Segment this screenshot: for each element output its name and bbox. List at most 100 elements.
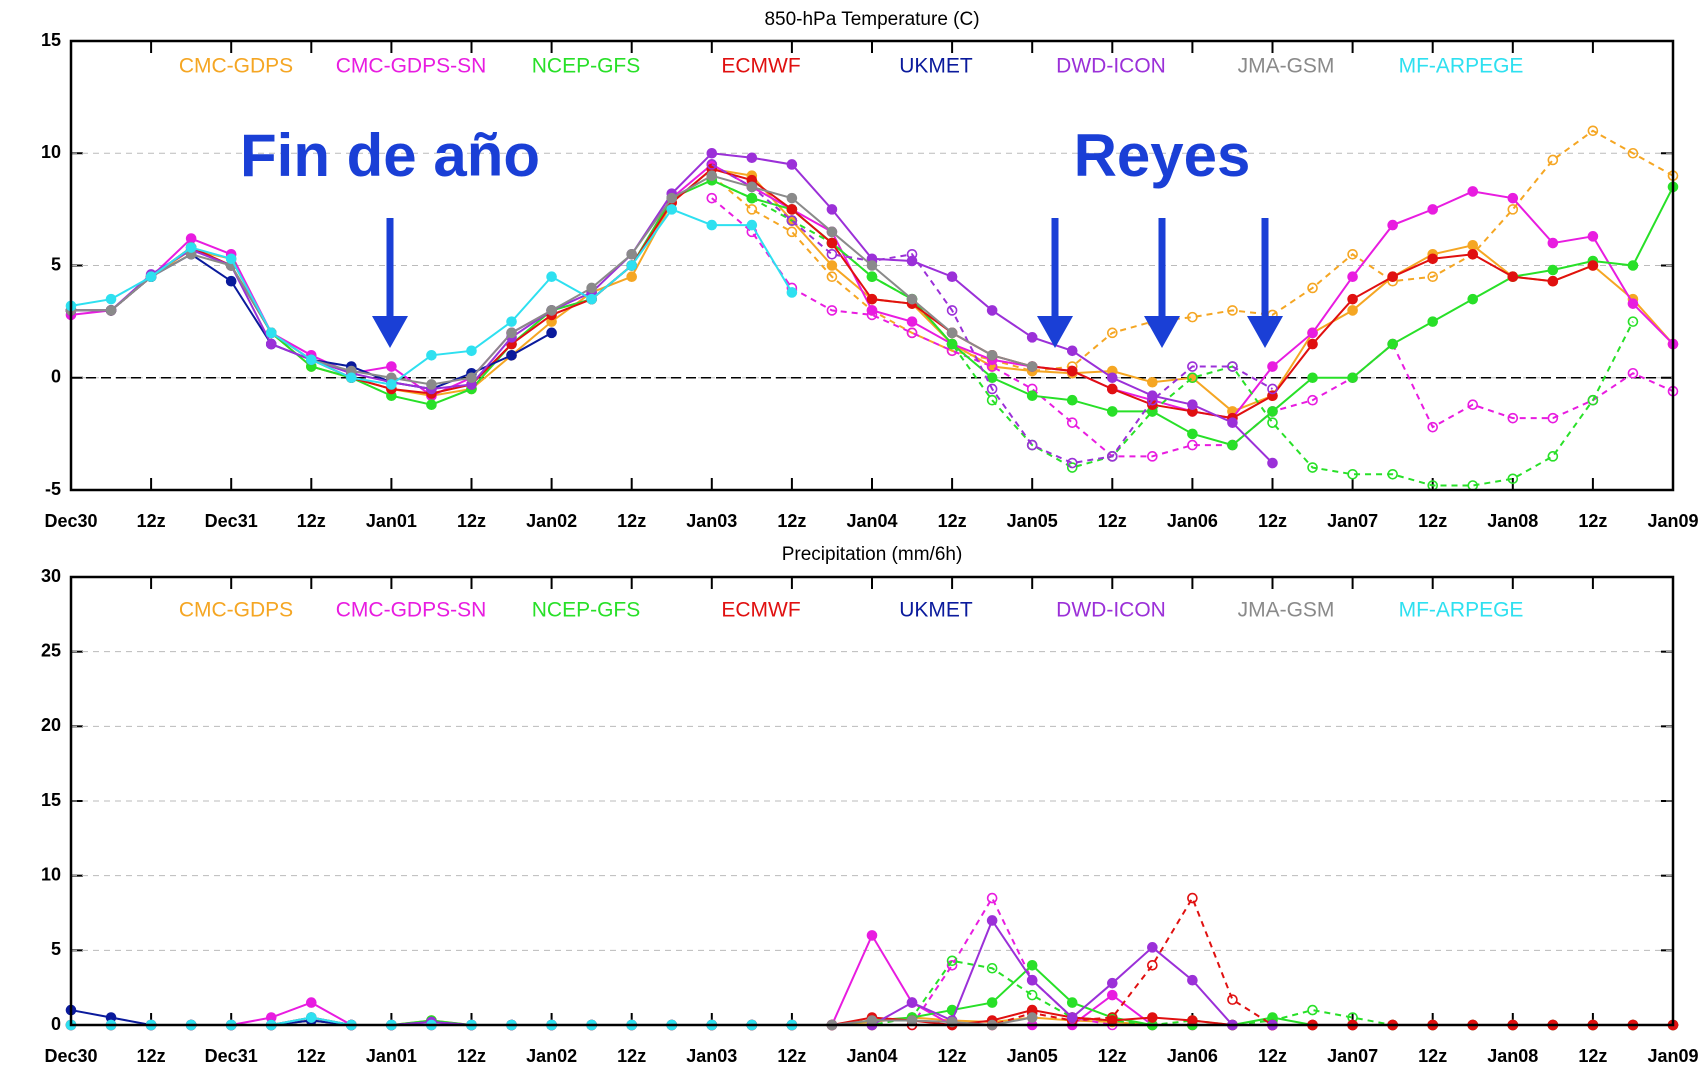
open-marker: [986, 962, 998, 974]
open-marker: [826, 271, 838, 283]
open-marker: [986, 383, 998, 395]
open-marker: [826, 305, 838, 316]
open-marker: [706, 159, 718, 170]
marker: [1587, 231, 1599, 242]
open-marker: [1347, 468, 1358, 480]
x-tick-label: Jan06: [1167, 511, 1218, 531]
arrow-head: [1144, 316, 1180, 348]
marker: [1387, 271, 1398, 283]
open-marker: [946, 955, 958, 967]
marker: [626, 260, 638, 271]
marker: [1107, 977, 1118, 989]
plot-frame: [69, 575, 1675, 1027]
chart-title: Precipitation (mm/6h): [782, 544, 963, 565]
open-marker: [866, 271, 878, 283]
plot-frame: [69, 39, 1675, 492]
marker: [506, 327, 517, 339]
marker: [1026, 1012, 1038, 1023]
open-marker: [1587, 394, 1599, 406]
x-tick-label: Jan07: [1327, 1046, 1378, 1066]
marker: [1187, 974, 1198, 986]
y-tick-label: -5: [45, 479, 61, 499]
open-marker: [1187, 892, 1198, 904]
marker: [1066, 1012, 1078, 1023]
open-marker: [1507, 412, 1519, 424]
dashed-line: [711, 163, 1273, 465]
marker: [386, 379, 397, 390]
marker: [506, 316, 517, 327]
open-marker: [1066, 457, 1078, 469]
marker: [586, 282, 597, 294]
marker: [1507, 192, 1519, 204]
x-tick-label: Jan09: [1647, 511, 1698, 531]
open-marker: [946, 338, 958, 350]
marker: [1347, 293, 1358, 305]
y-tick-label: 0: [51, 1014, 61, 1034]
x-tick-label: 12z: [137, 1046, 166, 1066]
marker: [1227, 439, 1238, 451]
marker: [265, 338, 277, 350]
marker: [1147, 1012, 1158, 1023]
marker: [426, 399, 437, 410]
x-tick-label: Jan02: [526, 511, 577, 531]
y-tick-label: 5: [51, 939, 61, 959]
marker: [1066, 365, 1078, 377]
arrow-head: [1037, 316, 1073, 348]
marker: [986, 305, 998, 316]
marker: [786, 287, 798, 298]
marker: [986, 372, 998, 384]
marker: [1307, 372, 1318, 384]
open-marker: [1427, 421, 1438, 433]
marker: [706, 147, 718, 159]
x-tick-label: 12z: [777, 511, 806, 531]
open-marker: [946, 959, 958, 971]
open-marker: [746, 192, 758, 204]
x-tick-label: Jan04: [846, 511, 897, 531]
marker: [386, 361, 397, 372]
marker: [1387, 219, 1398, 231]
marker: [1187, 399, 1198, 410]
marker: [986, 997, 998, 1008]
marker: [986, 915, 998, 926]
marker: [746, 181, 758, 193]
open-marker: [1107, 451, 1118, 462]
marker: [1427, 204, 1438, 215]
marker: [626, 248, 638, 260]
open-marker: [1627, 147, 1639, 159]
open-marker: [1587, 125, 1599, 137]
open-marker: [906, 248, 918, 260]
y-tick-label: 15: [41, 30, 61, 50]
x-tick-label: Dec30: [44, 511, 97, 531]
open-marker: [1427, 271, 1438, 283]
marker: [866, 293, 878, 305]
open-marker: [1507, 204, 1519, 215]
open-marker: [826, 248, 838, 260]
marker: [1467, 186, 1479, 197]
x-tick-label: 12z: [1258, 1046, 1287, 1066]
marker: [1147, 376, 1158, 388]
open-marker: [1507, 473, 1519, 485]
open-marker: [1107, 1012, 1118, 1023]
marker: [1427, 316, 1438, 327]
x-tick-label: 12z: [457, 1046, 486, 1066]
y-tick-label: 30: [41, 566, 61, 586]
legend-label: NCEP-GFS: [532, 599, 641, 622]
marker: [466, 345, 477, 357]
x-tick-label: 12z: [1098, 1046, 1127, 1066]
dashed-line: [711, 179, 1634, 487]
x-tick-label: Dec31: [205, 1046, 258, 1066]
x-tick-label: 12z: [297, 511, 326, 531]
marker: [1026, 332, 1038, 343]
marker: [906, 997, 918, 1008]
x-tick-label: 12z: [938, 1046, 967, 1066]
legend-label: CMC-GDPS-SN: [336, 599, 487, 622]
marker: [546, 271, 557, 283]
marker: [1187, 1015, 1198, 1026]
marker: [1107, 406, 1118, 417]
open-marker: [866, 309, 878, 321]
x-tick-label: Jan06: [1167, 1046, 1218, 1066]
open-marker: [1227, 305, 1238, 316]
marker: [1187, 428, 1198, 440]
